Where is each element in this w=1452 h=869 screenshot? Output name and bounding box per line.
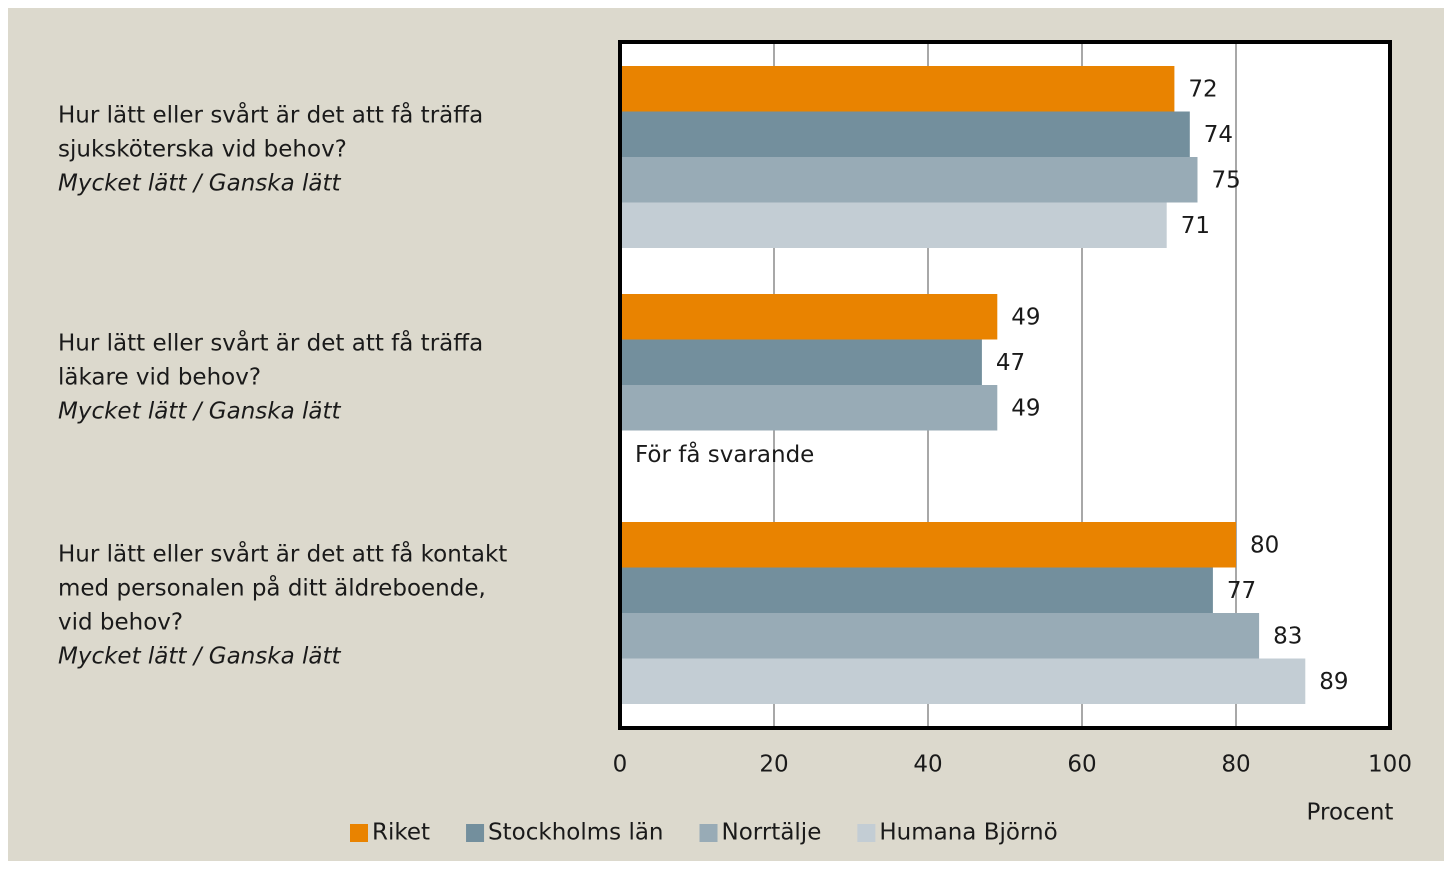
bar [620, 567, 1213, 613]
category-label: med personalen på ditt äldreboende, [58, 574, 486, 602]
bar [620, 613, 1260, 659]
missing-label: För få svarande [635, 440, 814, 468]
x-tick-label: 40 [913, 752, 942, 778]
value-label: 75 [1212, 167, 1241, 193]
bars [620, 66, 1306, 704]
legend-label: Stockholms län [488, 820, 663, 846]
legend-swatch [699, 824, 718, 842]
x-tick-label: 0 [613, 752, 628, 778]
bar [620, 157, 1198, 203]
value-label: 47 [996, 350, 1025, 376]
bar [620, 658, 1306, 704]
category-label: vid behov? [58, 610, 183, 636]
legend-label: Norrtälje [722, 820, 822, 846]
legend-swatch [857, 824, 876, 842]
value-label: 77 [1227, 578, 1256, 604]
x-tick-label: 100 [1368, 752, 1412, 778]
bar [620, 385, 998, 431]
value-label: 80 [1250, 532, 1279, 558]
bar [620, 339, 982, 385]
category-label: Hur lätt eller svårt är det att få konta… [58, 540, 507, 568]
legend-swatch [350, 824, 368, 842]
bar [620, 522, 1236, 568]
x-tick-label: 80 [1221, 752, 1250, 778]
category-label: sjuksköterska vid behov? [58, 137, 347, 163]
x-tick-label: 60 [1067, 752, 1096, 778]
value-label: 83 [1273, 623, 1302, 649]
legend-swatch [466, 824, 485, 842]
category-label: läkare vid behov? [58, 365, 261, 391]
legend-label: Humana Björnö [879, 820, 1057, 846]
bar [620, 202, 1167, 248]
value-label: 89 [1319, 669, 1348, 695]
plot-border [618, 40, 1392, 730]
x-tick-label: 20 [759, 752, 788, 778]
bar [620, 66, 1175, 112]
value-label: 49 [1011, 304, 1040, 330]
value-label: 49 [1011, 395, 1040, 421]
bar [620, 111, 1190, 157]
category-label: Hur lätt eller svårt är det att få träff… [58, 101, 483, 129]
category-note: Mycket lätt / Ganska lätt [58, 171, 341, 197]
legend: Riket Stockholms län Norrtälje Humana Björn… [350, 820, 1058, 846]
category-note: Mycket lätt / Ganska lätt [58, 399, 341, 425]
value-label: 72 [1188, 76, 1217, 102]
category-label: Hur lätt eller svårt är det att få träff… [58, 329, 483, 357]
x-axis-label: Procent [1307, 800, 1394, 826]
value-label: 74 [1204, 122, 1233, 148]
bar [620, 294, 998, 340]
value-label: 71 [1181, 213, 1210, 239]
category-note: Mycket lätt / Ganska lätt [58, 644, 341, 670]
legend-label: Riket [372, 820, 430, 846]
